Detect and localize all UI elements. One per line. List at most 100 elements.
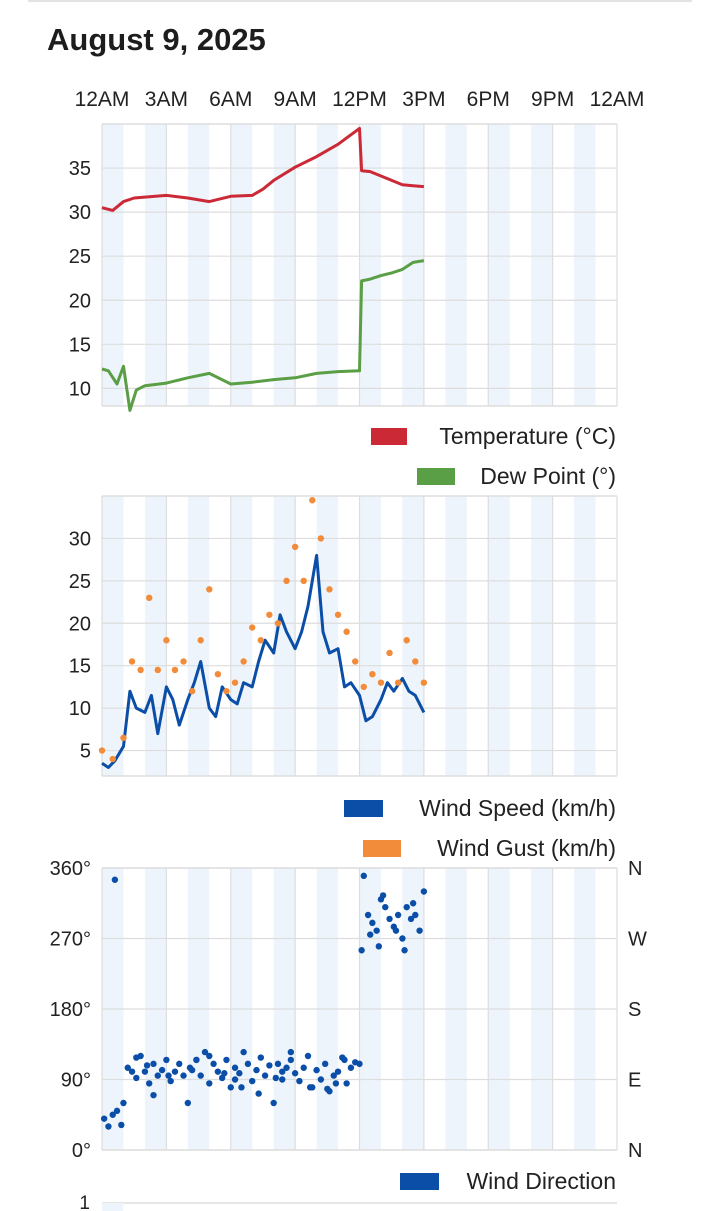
wind-direction-point	[176, 1060, 183, 1068]
wind-direction-point	[409, 900, 417, 907]
wind-gust-point	[214, 670, 222, 678]
wind-direction-point	[304, 1052, 312, 1060]
y-tick-label: 20	[69, 290, 91, 312]
wind-gust-point	[334, 611, 342, 618]
wind-direction-point	[113, 1107, 121, 1115]
wind-direction-point	[420, 888, 428, 895]
hour-band	[144, 496, 167, 776]
hour-band	[531, 496, 553, 776]
page-title: August 9, 2025	[47, 22, 266, 57]
legend-dewpoint-swatch	[417, 468, 455, 485]
wind-direction-point	[306, 1084, 314, 1091]
wind-gust-point	[317, 535, 325, 542]
hour-band	[402, 496, 424, 776]
wind-direction-point	[146, 1080, 153, 1087]
compass-tick-label: W	[628, 929, 647, 951]
y-tick-label: 30	[69, 202, 91, 224]
wind-direction-point	[236, 1070, 243, 1077]
wind-direction-point	[272, 1074, 280, 1082]
wind-direction-point	[238, 1084, 245, 1091]
wind-gust-point	[249, 624, 256, 631]
legend-wind-speed[interactable]: Wind Speed (km/h)	[344, 795, 616, 821]
time-axis-label: 6AM	[209, 88, 252, 111]
chart3-series	[100, 872, 428, 1130]
wind-direction-point	[124, 1064, 131, 1071]
wind-direction-point	[223, 1056, 230, 1064]
legend-wind-direction-swatch	[400, 1173, 439, 1190]
wind-direction-point	[356, 1060, 363, 1068]
legend-dewpoint[interactable]: Dew Point (°)	[417, 463, 616, 489]
wind-gust-point	[240, 658, 247, 665]
hour-band	[574, 124, 596, 406]
legend-wind-gust[interactable]: Wind Gust (km/h)	[363, 835, 616, 861]
wind-gust-point	[231, 679, 239, 686]
partial-chart: 1	[79, 1193, 617, 1211]
wind-gust-point	[128, 658, 136, 665]
chart3-right-ticks: N E S W N	[628, 858, 647, 1162]
wind-gust-point	[120, 734, 127, 742]
hour-band	[273, 124, 296, 406]
y-tick-label: 10	[69, 378, 91, 400]
hour-band	[488, 124, 510, 406]
wind-direction-point	[279, 1068, 286, 1075]
hour-band	[359, 124, 381, 406]
chart2-yticks: 5 10 15 20 25 30	[69, 528, 91, 762]
wind-direction-point	[296, 1077, 303, 1085]
wind-direction-point	[143, 1062, 151, 1069]
hour-band	[359, 496, 381, 776]
hour-band	[402, 124, 424, 406]
legend-wind-direction-label: Wind Direction	[466, 1168, 616, 1194]
wind-direction-chart: 0° 90° 180° 270° 360° N E S W N	[50, 858, 647, 1162]
wind-gust-point	[180, 658, 187, 665]
wind-gust-point	[386, 649, 393, 657]
wind-direction-point	[300, 1064, 307, 1071]
y-tick-label: 0°	[72, 1140, 91, 1162]
wind-gust-point	[257, 637, 264, 644]
wind-gust-point	[163, 637, 170, 644]
time-axis-label: 9PM	[531, 88, 574, 111]
legend-wind-speed-label: Wind Speed (km/h)	[419, 795, 616, 821]
chart4-ytick-label: 1	[79, 1193, 90, 1211]
y-tick-label: 25	[69, 571, 91, 593]
wind-speed-km-h-line	[101, 553, 426, 769]
wind-direction-point	[109, 1111, 116, 1118]
chart2-grid	[101, 495, 618, 777]
wind-gust-point	[377, 679, 385, 686]
wind-gust-point	[266, 611, 273, 618]
hour-band	[445, 124, 467, 406]
legend-temperature[interactable]: Temperature (°C)	[371, 423, 616, 449]
wind-direction-point	[133, 1054, 140, 1061]
wind-direction-point	[412, 911, 419, 919]
hour-band	[316, 496, 339, 776]
time-axis: 12AM 3AM 6AM 9AM 12PM 3PM 6PM 9PM 12AM	[75, 88, 645, 111]
wind-direction-point	[334, 1068, 342, 1075]
wind-direction-point	[332, 1080, 340, 1087]
legend-wind-direction[interactable]: Wind Direction	[400, 1168, 616, 1194]
top-divider	[28, 0, 692, 2]
chart2-bands	[102, 496, 596, 776]
time-axis-label: 12PM	[332, 88, 387, 111]
wind-gust-point	[300, 577, 307, 585]
wind-direction-point	[150, 1060, 157, 1068]
legend-dewpoint-label: Dew Point (°)	[480, 463, 616, 489]
temperature-dewpoint-chart: 10 15 20 25 30 35	[69, 123, 618, 412]
wind-direction-point	[261, 1072, 269, 1079]
wind-gust-point	[352, 658, 359, 665]
wind-gust-point	[197, 637, 204, 644]
wind-gust-point	[420, 679, 428, 686]
wind-gust-point	[206, 586, 213, 593]
legend-temperature-label: Temperature (°C)	[439, 423, 616, 449]
wind-direction-point	[206, 1080, 213, 1087]
wind-direction-point	[253, 1066, 260, 1074]
wind-direction-point	[347, 1064, 355, 1071]
compass-tick-label: N	[628, 1140, 642, 1162]
wind-direction-point	[201, 1048, 209, 1056]
wind-direction-point	[341, 1056, 348, 1064]
wind-direction-point	[386, 915, 393, 923]
legend-wind-gust-label: Wind Gust (km/h)	[437, 835, 616, 861]
hour-band	[273, 496, 296, 776]
wind-gust-point	[291, 543, 299, 551]
hour-band	[316, 124, 339, 406]
wind-direction-point	[392, 927, 400, 934]
wind-direction-point	[287, 1056, 295, 1064]
